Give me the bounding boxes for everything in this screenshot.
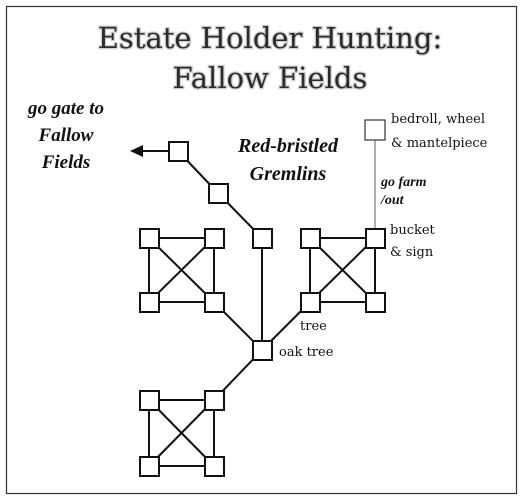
title-line-1: Estate Holder Hunting: [98, 21, 442, 55]
node [204, 390, 225, 411]
monster-label-line-2: Gremlins [250, 163, 327, 185]
node [204, 228, 225, 249]
farm-items-line-1: bedroll, wheel [391, 112, 485, 127]
monster-label-line-1: Red-bristled [237, 135, 339, 157]
node [204, 292, 225, 313]
title-line-2: Fallow Fields [173, 61, 368, 95]
node [139, 390, 160, 411]
exit-label-line-3: Fields [41, 152, 91, 173]
map-border [5, 5, 518, 495]
node-oak-tree [252, 340, 273, 361]
exit-arrow-head [130, 145, 143, 157]
exit-label-line-1: go gate to [27, 98, 104, 119]
farm-items-line-2: & mantelpiece [391, 136, 488, 151]
exit-label-line-2: Fallow [38, 125, 94, 146]
bucket-label-line-1: bucket [390, 223, 436, 238]
node [252, 228, 273, 249]
node-bucket-sign [365, 228, 386, 249]
node-farm [364, 119, 386, 141]
node [139, 228, 160, 249]
node [168, 141, 189, 162]
oak-tree-label: oak tree [279, 345, 334, 360]
bucket-label-line-2: & sign [390, 245, 434, 260]
node [139, 292, 160, 313]
node [365, 292, 386, 313]
farm-path-line-1: go farm [380, 175, 427, 190]
node [208, 183, 229, 204]
node-tree [300, 292, 321, 313]
node [300, 228, 321, 249]
node [204, 456, 225, 477]
tree-label: tree [300, 319, 327, 334]
node [139, 456, 160, 477]
farm-path-line-2: /out [380, 193, 405, 208]
